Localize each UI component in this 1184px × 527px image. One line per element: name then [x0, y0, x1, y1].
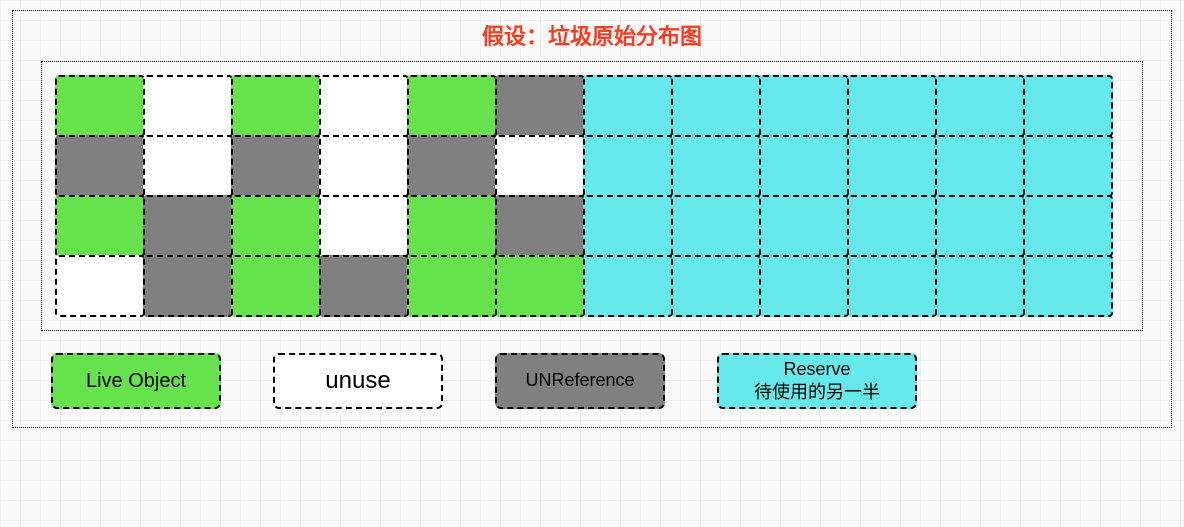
grid-cell: [143, 75, 233, 137]
grid-cell: [759, 75, 849, 137]
legend-live: Live Object: [51, 353, 221, 409]
grid-cell: [759, 255, 849, 317]
diagram-outer-frame: 假设：垃圾原始分布图 Live Object unuse UNReference Re…: [12, 10, 1172, 428]
grid-cell: [495, 75, 585, 137]
grid-cell: [231, 255, 321, 317]
grid-cell: [231, 195, 321, 257]
diagram-title: 假设：垃圾原始分布图: [41, 19, 1143, 51]
grid-cell: [495, 195, 585, 257]
grid-cell: [319, 195, 409, 257]
grid-frame: [41, 61, 1143, 331]
grid-cell: [583, 255, 673, 317]
legend-label: Reserve: [783, 358, 850, 381]
grid-cell: [847, 255, 937, 317]
grid-cell: [759, 135, 849, 197]
grid-cell: [1023, 195, 1113, 257]
grid-cell: [143, 195, 233, 257]
grid-cell: [55, 135, 145, 197]
memory-grid: [56, 76, 1114, 316]
legend-reserve: Reserve待使用的另一半: [717, 353, 917, 409]
grid-cell: [935, 255, 1025, 317]
grid-cell: [319, 135, 409, 197]
grid-cell: [935, 75, 1025, 137]
legend-unuse: unuse: [273, 353, 443, 409]
legend-label: unuse: [325, 365, 390, 396]
grid-cell: [319, 75, 409, 137]
grid-cell: [319, 255, 409, 317]
grid-cell: [583, 195, 673, 257]
grid-cell: [671, 195, 761, 257]
grid-cell: [1023, 255, 1113, 317]
grid-cell: [231, 135, 321, 197]
grid-cell: [407, 75, 497, 137]
grid-cell: [759, 195, 849, 257]
grid-cell: [847, 135, 937, 197]
legend-unref: UNReference: [495, 353, 665, 409]
grid-cell: [583, 135, 673, 197]
grid-cell: [231, 75, 321, 137]
grid-cell: [847, 75, 937, 137]
grid-cell: [671, 255, 761, 317]
grid-cell: [407, 135, 497, 197]
grid-cell: [407, 255, 497, 317]
grid-cell: [671, 75, 761, 137]
grid-cell: [1023, 135, 1113, 197]
grid-cell: [55, 255, 145, 317]
legend-label: Live Object: [86, 368, 186, 394]
grid-cell: [1023, 75, 1113, 137]
legend-label: 待使用的另一半: [754, 381, 880, 404]
grid-cell: [935, 135, 1025, 197]
grid-cell: [935, 195, 1025, 257]
legend-label: UNReference: [525, 369, 634, 392]
grid-cell: [55, 195, 145, 257]
grid-cell: [847, 195, 937, 257]
grid-cell: [407, 195, 497, 257]
grid-cell: [671, 135, 761, 197]
grid-cell: [583, 75, 673, 137]
grid-cell: [495, 255, 585, 317]
grid-cell: [495, 135, 585, 197]
grid-cell: [143, 255, 233, 317]
legend-row: Live Object unuse UNReference Reserve待使用的另一…: [51, 353, 1143, 409]
grid-cell: [55, 75, 145, 137]
grid-cell: [143, 135, 233, 197]
